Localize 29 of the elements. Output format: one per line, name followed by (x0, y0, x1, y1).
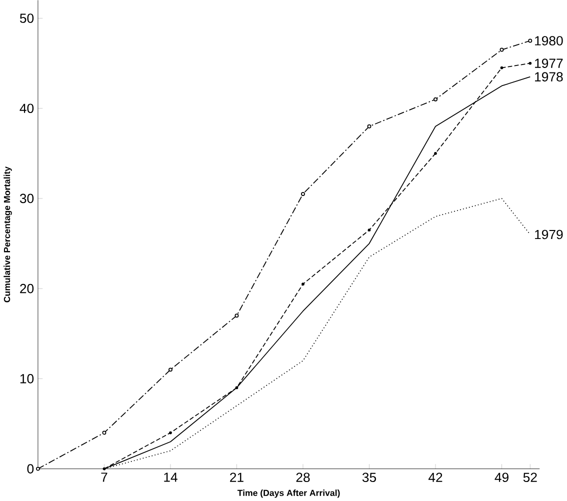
x-tick-label: 7 (101, 472, 108, 482)
x-tick-label: 14 (164, 472, 178, 482)
y-tick-label: 20 (20, 284, 34, 294)
y-tick-label: 40 (20, 103, 34, 113)
series-label: 1980 (535, 36, 563, 46)
x-tick-label: 28 (296, 472, 310, 482)
y-tick-label: 30 (20, 194, 34, 203)
series-label: 1978 (535, 72, 563, 82)
point (36, 466, 40, 471)
x-tick-label: 35 (362, 472, 376, 482)
point (367, 124, 372, 128)
x-tick-label: 42 (428, 472, 442, 482)
x-tick-label: 21 (230, 472, 244, 482)
y-tick-label: 10 (20, 374, 34, 384)
y-axis-title: Cumulative Percentage Mortality (4, 166, 12, 302)
point (234, 313, 239, 318)
point (168, 368, 172, 372)
point (301, 192, 305, 196)
y-tick-label: 50 (20, 13, 34, 23)
x-tick-label: 52 (523, 472, 537, 482)
x-axis-title: Time (Days After Arrival) (237, 489, 340, 498)
point (102, 430, 106, 435)
y-tick-label: 0 (27, 464, 34, 474)
series-label: 1979 (535, 230, 563, 239)
point (434, 97, 438, 102)
point (528, 38, 532, 43)
x-tick-label: 49 (494, 472, 508, 482)
point (500, 48, 504, 52)
series-label: 1977 (535, 58, 563, 68)
